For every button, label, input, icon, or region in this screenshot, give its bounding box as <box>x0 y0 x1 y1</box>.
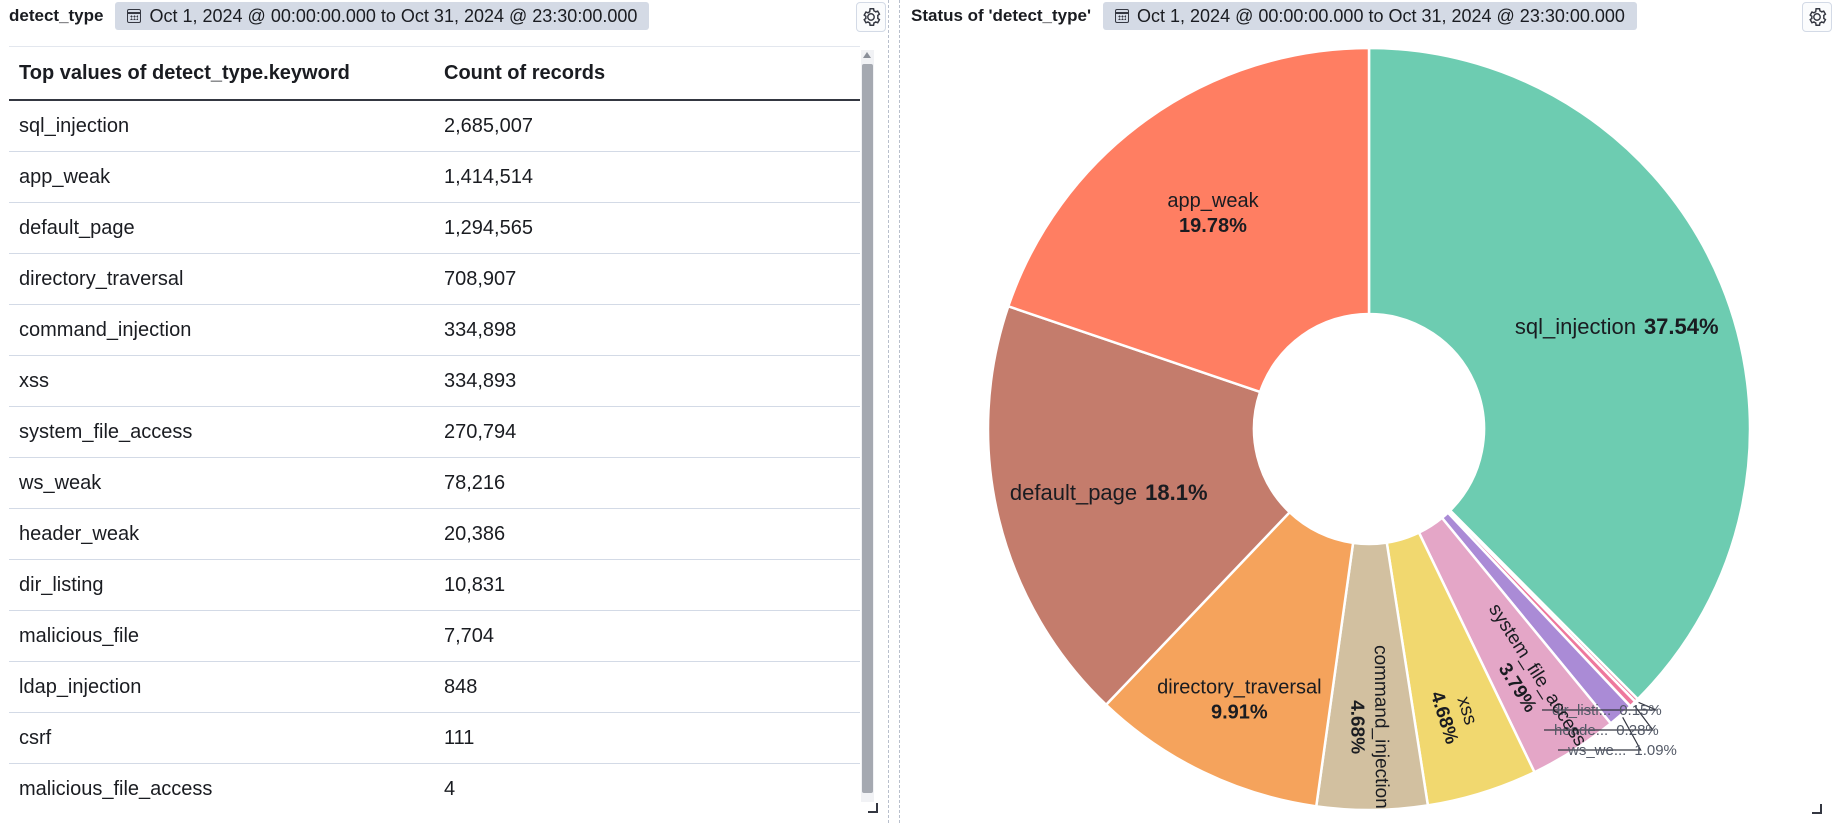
cell-count: 2,685,007 <box>434 100 860 152</box>
cell-value: header_weak <box>9 508 434 560</box>
table-row: app_weak 1,414,514 <box>9 151 860 203</box>
calendar-icon <box>1115 9 1130 23</box>
cell-value: app_weak <box>9 151 434 203</box>
pie-slice-sql-injection[interactable] <box>1367 46 1752 701</box>
resize-handle[interactable] <box>868 803 878 813</box>
cell-count: 848 <box>434 661 860 713</box>
slice-label: app_weak 19.78% <box>1167 190 1259 237</box>
cell-count: 20,386 <box>434 508 860 560</box>
table-row: ws_weak 78,216 <box>9 457 860 509</box>
cell-value: malicious_file_access <box>9 763 434 812</box>
slice-label: sql_injection 37.54% <box>1515 314 1719 339</box>
slice-label-outside: dir_listi... 0.15% <box>1552 702 1662 719</box>
scroll-up-arrow-icon[interactable] <box>863 52 871 58</box>
slice-label-outside: ws_we... 1.09% <box>1567 742 1677 759</box>
panel-settings-button[interactable] <box>856 2 886 32</box>
cell-value: ws_weak <box>9 457 434 509</box>
table-row: header_weak 20,386 <box>9 508 860 560</box>
table-row: malicious_file_access 4 <box>9 763 860 812</box>
cell-count: 78,216 <box>434 457 860 509</box>
table-row: system_file_access 270,794 <box>9 406 860 458</box>
gear-icon <box>863 8 881 26</box>
chart-panel: Status of 'detect_type' Oct 1, 2024 @ 00… <box>902 0 1833 823</box>
panel-divider <box>888 0 900 823</box>
slice-label: default_page 18.1% <box>1010 480 1208 505</box>
table-header-row: Top values of detect_type.keyword Count … <box>9 46 860 101</box>
panel-title: detect_type <box>9 6 104 25</box>
slice-label-percent: 9.91% <box>1211 701 1268 723</box>
table-row: malicious_file 7,704 <box>9 610 860 662</box>
cell-value: csrf <box>9 712 434 764</box>
cell-count: 708,907 <box>434 253 860 305</box>
cell-value: directory_traversal <box>9 253 434 305</box>
cell-count: 7,704 <box>434 610 860 662</box>
pie-slice-app-weak[interactable] <box>1006 46 1371 394</box>
data-table: Top values of detect_type.keyword Count … <box>9 46 860 812</box>
resize-handle[interactable] <box>1812 804 1822 814</box>
column-header-values[interactable]: Top values of detect_type.keyword <box>9 46 434 101</box>
cell-value: ldap_injection <box>9 661 434 713</box>
cell-value: system_file_access <box>9 406 434 458</box>
panel-settings-button[interactable] <box>1802 2 1832 32</box>
cell-value: malicious_file <box>9 610 434 662</box>
time-range-text: Oct 1, 2024 @ 00:00:00.000 to Oct 31, 20… <box>1137 5 1625 26</box>
table-row: dir_listing 10,831 <box>9 559 860 611</box>
cell-value: command_injection <box>9 304 434 356</box>
pie-slice-default-page[interactable] <box>986 304 1292 707</box>
cell-count: 10,831 <box>434 559 860 611</box>
pie-slice-directory-traversal[interactable] <box>1104 510 1355 808</box>
cell-count: 334,898 <box>434 304 860 356</box>
table-row: xss 334,893 <box>9 355 860 407</box>
cell-count: 1,294,565 <box>434 202 860 254</box>
slice-label-percent: 19.78% <box>1179 215 1247 237</box>
table-row: csrf 111 <box>9 712 860 764</box>
cell-count: 1,414,514 <box>434 151 860 203</box>
time-range-badge[interactable]: Oct 1, 2024 @ 00:00:00.000 to Oct 31, 20… <box>1103 2 1637 30</box>
slice-label-name: app_weak <box>1167 190 1259 212</box>
leader-line <box>1544 705 1655 731</box>
slice-label-percent: 4.68% <box>1346 700 1367 754</box>
column-header-count[interactable]: Count of records <box>434 46 860 101</box>
slice-label: directory_traversal 9.91% <box>1157 676 1322 723</box>
scroll-thumb[interactable] <box>862 64 873 793</box>
panel-title: Status of 'detect_type' <box>911 6 1092 25</box>
leader-line <box>1558 716 1642 751</box>
calendar-icon <box>127 9 142 23</box>
gear-icon <box>1809 8 1827 26</box>
cell-value: sql_injection <box>9 100 434 152</box>
leader-line <box>1542 701 1657 711</box>
cell-count: 111 <box>434 712 860 764</box>
slice-label-name: command_injection <box>1370 645 1392 809</box>
cell-count: 334,893 <box>434 355 860 407</box>
table-panel: detect_type Oct 1, 2024 @ 00:00:00.000 t… <box>0 0 888 823</box>
slice-label-name: directory_traversal <box>1157 676 1322 698</box>
table-row: default_page 1,294,565 <box>9 202 860 254</box>
panel-header: Status of 'detect_type' Oct 1, 2024 @ 00… <box>902 0 1833 32</box>
panel-header: detect_type Oct 1, 2024 @ 00:00:00.000 t… <box>0 0 888 32</box>
table-row: ldap_injection 848 <box>9 661 860 713</box>
slice-label-text: sql_injection 37.54% <box>1515 314 1719 339</box>
table-row: directory_traversal 708,907 <box>9 253 860 305</box>
table-scrollbar[interactable] <box>861 50 874 802</box>
cell-count: 4 <box>434 763 860 812</box>
cell-value: xss <box>9 355 434 407</box>
table-row: command_injection 334,898 <box>9 304 860 356</box>
slice-label-outside: heade... 0.28% <box>1554 722 1659 739</box>
cell-value: dir_listing <box>9 559 434 611</box>
table-row: sql_injection 2,685,007 <box>9 100 860 152</box>
time-range-badge[interactable]: Oct 1, 2024 @ 00:00:00.000 to Oct 31, 20… <box>115 2 650 30</box>
donut-chart: sql_injection 37.54% dir_listi... 0.15%head… <box>986 46 1752 812</box>
cell-count: 270,794 <box>434 406 860 458</box>
time-range-text: Oct 1, 2024 @ 00:00:00.000 to Oct 31, 20… <box>149 5 638 26</box>
slice-label-text: default_page 18.1% <box>1010 480 1208 505</box>
cell-value: default_page <box>9 202 434 254</box>
